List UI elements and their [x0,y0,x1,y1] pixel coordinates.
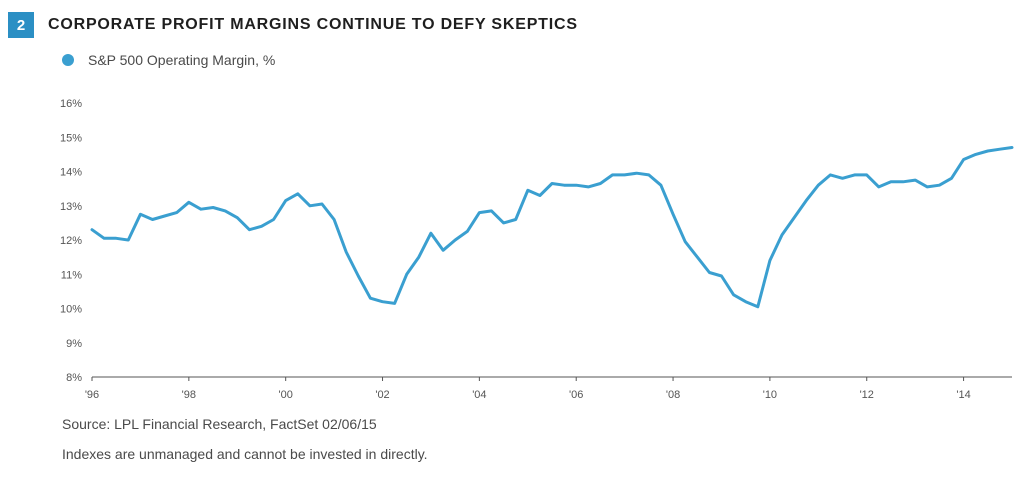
chart-header: 2 CORPORATE PROFIT MARGINS CONTINUE TO D… [8,10,578,40]
chart-legend: S&P 500 Operating Margin, % [62,52,275,68]
y-tick-label: 8% [66,372,82,384]
x-tick-label: '04 [472,389,486,401]
y-tick-label: 13% [60,201,82,213]
x-tick-label: '06 [569,389,583,401]
series-line-operating-margin [90,146,1014,309]
x-tick-label: '10 [763,389,777,401]
source-note: Source: LPL Financial Research, FactSet … [62,416,377,432]
y-tick-label: 11% [61,269,82,281]
x-tick-label: '12 [860,389,874,401]
x-tick-label: '08 [666,389,680,401]
line-chart: 8% 9% 10% 11% 12% 13% 14% 15% 16% '96 '98 '00 '02 '04… [60,98,1014,401]
y-tick-label: 10% [60,304,82,316]
x-tick-label: '96 [85,389,99,401]
y-tick-label: 16% [60,98,82,110]
y-tick-label: 9% [66,338,82,350]
x-tick-label: '98 [182,389,196,401]
x-tick-label: '00 [279,389,293,401]
x-tick-label: '14 [956,389,970,401]
disclaimer-note: Indexes are unmanaged and cannot be inve… [62,446,428,462]
y-tick-label: 14% [60,167,82,179]
figure-number-badge: 2 [8,12,34,38]
y-tick-label: 12% [60,235,82,247]
legend-marker [62,54,74,66]
x-tick-label: '02 [375,389,389,401]
y-tick-label: 15% [60,132,82,144]
legend-label: S&P 500 Operating Margin, % [88,52,276,68]
chart-title: CORPORATE PROFIT MARGINS CONTINUE TO DEF… [48,16,578,33]
